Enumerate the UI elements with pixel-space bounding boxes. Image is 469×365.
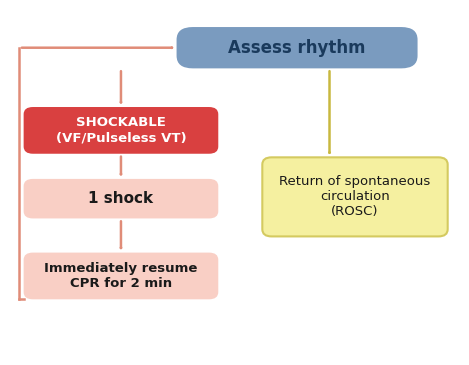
FancyBboxPatch shape <box>23 107 218 154</box>
FancyBboxPatch shape <box>176 27 417 68</box>
FancyBboxPatch shape <box>262 157 448 237</box>
Text: 1 shock: 1 shock <box>88 191 153 206</box>
Text: SHOCKABLE
(VF/Pulseless VT): SHOCKABLE (VF/Pulseless VT) <box>56 116 186 145</box>
Text: Return of spontaneous
circulation
(ROSC): Return of spontaneous circulation (ROSC) <box>280 175 431 218</box>
FancyBboxPatch shape <box>23 179 218 218</box>
FancyBboxPatch shape <box>23 253 218 299</box>
Text: Assess rhythm: Assess rhythm <box>228 39 366 57</box>
Text: Immediately resume
CPR for 2 min: Immediately resume CPR for 2 min <box>44 262 197 290</box>
